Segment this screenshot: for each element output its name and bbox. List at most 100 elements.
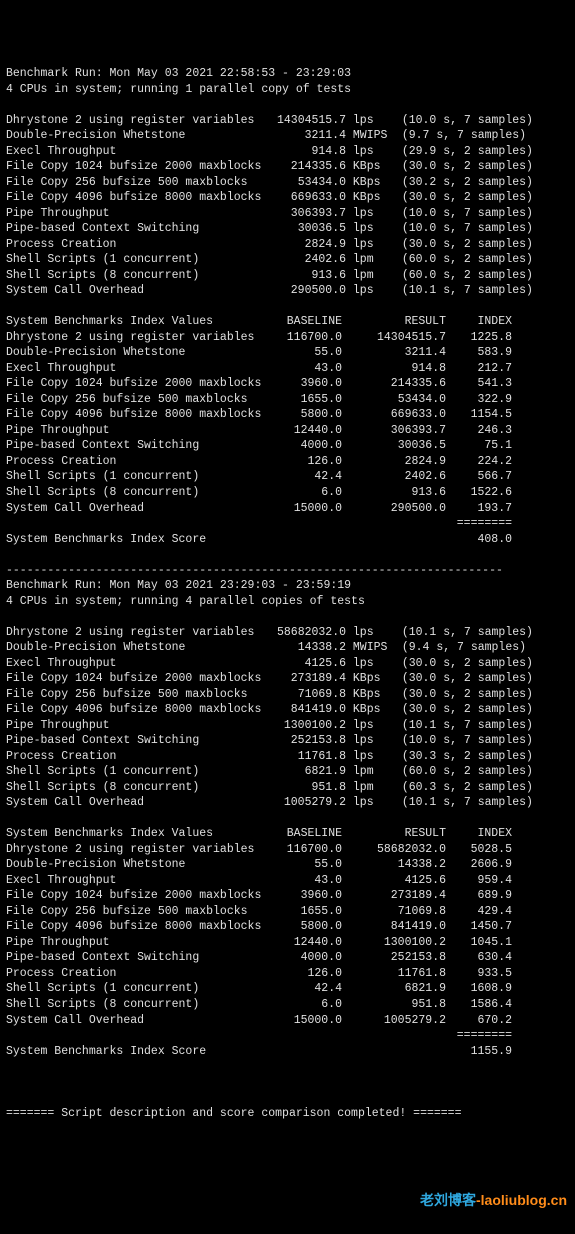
test-value: 252153.8 <box>262 733 346 749</box>
index-baseline: 55.0 <box>262 857 342 873</box>
index-result: 913.6 <box>342 485 446 501</box>
run1-index-row: Double-Precision Whetstone55.03211.4583.… <box>6 345 569 361</box>
run1-index-header: System Benchmarks Index ValuesBASELINERE… <box>6 314 569 330</box>
test-value: 290500.0 <box>262 283 346 299</box>
index-name: File Copy 4096 bufsize 8000 maxblocks <box>6 407 262 423</box>
separator-dashes: ----------------------------------------… <box>6 563 569 579</box>
run2-test-row: System Call Overhead1005279.2 lps (10.1 … <box>6 795 569 811</box>
index-name: Double-Precision Whetstone <box>6 857 262 873</box>
score-label: System Benchmarks Index Score <box>6 532 446 548</box>
test-note: (30.0 s, 2 samples) <box>402 159 533 175</box>
index-index: 1608.9 <box>446 981 512 997</box>
run2-test-row: Double-Precision Whetstone14338.2 MWIPS … <box>6 640 569 656</box>
index-name: Pipe Throughput <box>6 423 262 439</box>
run2-index-row: Execl Throughput43.04125.6959.4 <box>6 873 569 889</box>
blank-line <box>6 1090 569 1106</box>
index-result: 2824.9 <box>342 454 446 470</box>
index-result: 14338.2 <box>342 857 446 873</box>
index-baseline: 55.0 <box>262 345 342 361</box>
index-baseline: 126.0 <box>262 454 342 470</box>
run2-rule: ======== <box>6 1028 569 1044</box>
test-value: 6821.9 <box>262 764 346 780</box>
index-index: 541.3 <box>446 376 512 392</box>
run1-rule: ======== <box>6 516 569 532</box>
test-name: Pipe Throughput <box>6 206 262 222</box>
test-note: (10.1 s, 7 samples) <box>402 283 533 299</box>
test-note: (10.0 s, 7 samples) <box>402 221 533 237</box>
test-note: (30.0 s, 2 samples) <box>402 702 533 718</box>
index-baseline: 116700.0 <box>262 330 342 346</box>
test-value: 1300100.2 <box>262 718 346 734</box>
run2-header: Benchmark Run: Mon May 03 2021 23:29:03 … <box>6 578 569 594</box>
index-index: 1045.1 <box>446 935 512 951</box>
run1-header: Benchmark Run: Mon May 03 2021 22:58:53 … <box>6 66 569 82</box>
run1-index-row: File Copy 1024 bufsize 2000 maxblocks396… <box>6 376 569 392</box>
test-value: 669633.0 <box>262 190 346 206</box>
blank-line <box>6 811 569 827</box>
index-result: 3211.4 <box>342 345 446 361</box>
index-result: 214335.6 <box>342 376 446 392</box>
test-unit: KBps <box>353 687 395 703</box>
run1-test-row: Shell Scripts (8 concurrent)913.6 lpm (6… <box>6 268 569 284</box>
index-name: Double-Precision Whetstone <box>6 345 262 361</box>
footer-line: ======= Script description and score com… <box>6 1106 569 1122</box>
test-unit: lps <box>353 283 395 299</box>
index-baseline: 5800.0 <box>262 919 342 935</box>
test-note: (30.0 s, 2 samples) <box>402 237 533 253</box>
test-name: File Copy 4096 bufsize 8000 maxblocks <box>6 190 262 206</box>
index-index: 1450.7 <box>446 919 512 935</box>
run2-score: System Benchmarks Index Score1155.9 <box>6 1044 569 1060</box>
run2-index-row: Pipe-based Context Switching4000.0252153… <box>6 950 569 966</box>
test-value: 951.8 <box>262 780 346 796</box>
index-result: 841419.0 <box>342 919 446 935</box>
watermark-text-b: -laoliublog.cn <box>476 1192 567 1208</box>
test-note: (10.0 s, 7 samples) <box>402 113 533 129</box>
test-value: 14304515.7 <box>262 113 346 129</box>
run2-index-row: Process Creation126.011761.8933.5 <box>6 966 569 982</box>
test-unit: lps <box>353 113 395 129</box>
index-result: 914.8 <box>342 361 446 377</box>
test-unit: lpm <box>353 764 395 780</box>
run1-index-row: Shell Scripts (8 concurrent)6.0913.61522… <box>6 485 569 501</box>
test-note: (60.0 s, 2 samples) <box>402 764 533 780</box>
test-unit: lps <box>353 733 395 749</box>
test-unit: KBps <box>353 671 395 687</box>
index-result: 30036.5 <box>342 438 446 454</box>
test-value: 30036.5 <box>262 221 346 237</box>
index-baseline: 42.4 <box>262 981 342 997</box>
index-index: 193.7 <box>446 501 512 517</box>
test-unit: lpm <box>353 268 395 284</box>
index-name: System Call Overhead <box>6 1013 262 1029</box>
index-result: 2402.6 <box>342 469 446 485</box>
test-name: Double-Precision Whetstone <box>6 640 262 656</box>
test-name: System Call Overhead <box>6 795 262 811</box>
index-index: 566.7 <box>446 469 512 485</box>
index-name: File Copy 1024 bufsize 2000 maxblocks <box>6 888 262 904</box>
index-name: Process Creation <box>6 966 262 982</box>
index-baseline: 1655.0 <box>262 392 342 408</box>
index-baseline: 12440.0 <box>262 423 342 439</box>
index-result: 1005279.2 <box>342 1013 446 1029</box>
test-note: (10.0 s, 7 samples) <box>402 206 533 222</box>
test-unit: lps <box>353 749 395 765</box>
test-value: 53434.0 <box>262 175 346 191</box>
run2-test-row: Process Creation11761.8 lps (30.3 s, 2 s… <box>6 749 569 765</box>
run2-index-row: File Copy 4096 bufsize 8000 maxblocks580… <box>6 919 569 935</box>
index-name: Process Creation <box>6 454 262 470</box>
run1-test-row: File Copy 256 bufsize 500 maxblocks53434… <box>6 175 569 191</box>
index-result: 4125.6 <box>342 873 446 889</box>
test-note: (10.1 s, 7 samples) <box>402 625 533 641</box>
test-unit: lps <box>353 206 395 222</box>
run2-index-row: Double-Precision Whetstone55.014338.2260… <box>6 857 569 873</box>
index-baseline: 116700.0 <box>262 842 342 858</box>
test-unit: lps <box>353 718 395 734</box>
index-name: File Copy 1024 bufsize 2000 maxblocks <box>6 376 262 392</box>
watermark: 老刘博客-laoliublog.cn <box>420 1191 567 1210</box>
test-value: 4125.6 <box>262 656 346 672</box>
index-baseline: 4000.0 <box>262 438 342 454</box>
test-name: Pipe-based Context Switching <box>6 733 262 749</box>
test-value: 914.8 <box>262 144 346 160</box>
test-value: 273189.4 <box>262 671 346 687</box>
run2-index-row: System Call Overhead15000.01005279.2670.… <box>6 1013 569 1029</box>
index-index: 583.9 <box>446 345 512 361</box>
